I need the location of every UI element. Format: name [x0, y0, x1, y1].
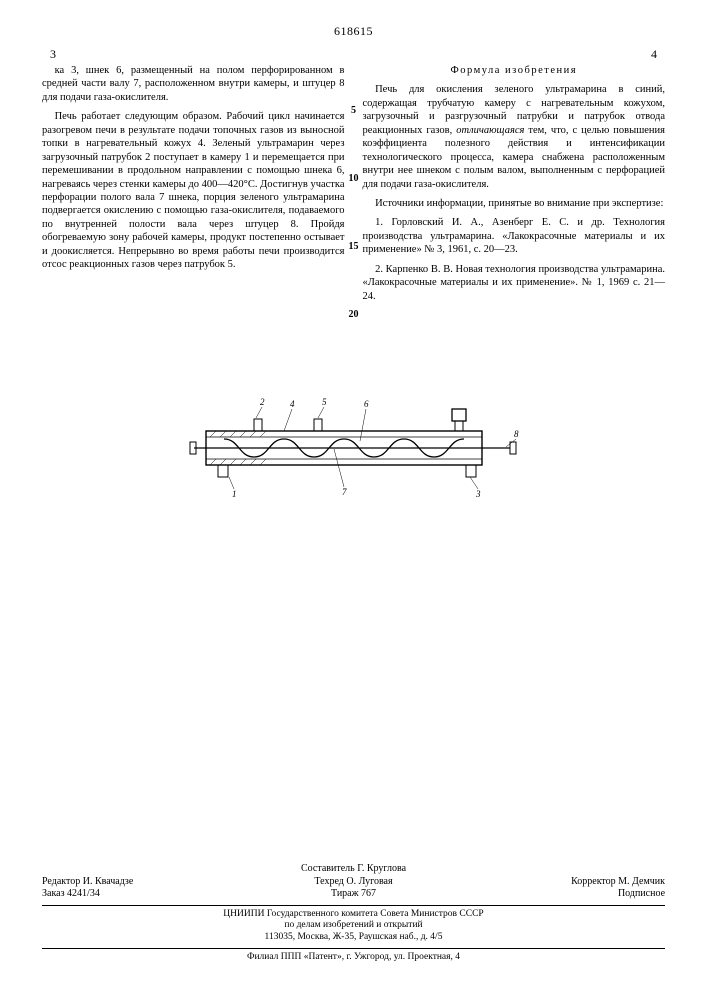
- credits-row: Редактор И. Квачадзе Техред О. Луговая К…: [42, 876, 665, 889]
- emphasis: отличающаяся: [456, 125, 524, 136]
- figure-label: 1: [232, 489, 237, 499]
- sources-heading: Источники информации, принятые во вниман…: [363, 197, 666, 210]
- line-marker: 15: [346, 241, 362, 252]
- patent-figure: 1 2 3 4 5 6 7 8: [184, 389, 524, 499]
- subscription: Подписное: [457, 888, 665, 901]
- reference-item: 2. Карпенко В. В. Новая технология произ…: [363, 263, 666, 303]
- techred: Техред О. Луговая: [250, 876, 458, 889]
- order-number: Заказ 4241/34: [42, 888, 250, 901]
- body-paragraph: Печь работает следующим образом. Рабочий…: [42, 110, 345, 271]
- order-row: Заказ 4241/34 Тираж 767 Подписное: [42, 888, 665, 901]
- address-line: 113035, Москва, Ж-35, Раушская наб., д. …: [42, 932, 665, 944]
- editor: Редактор И. Квачадзе: [42, 876, 250, 889]
- figure-label: 2: [260, 397, 265, 407]
- left-col-number: 3: [50, 47, 56, 62]
- reference-item: 1. Горловский И. А., Азенберг Е. С. и др…: [363, 216, 666, 256]
- imprint-footer: Составитель Г. Круглова Редактор И. Квач…: [42, 863, 665, 964]
- corrector: Корректор М. Демчик: [457, 876, 665, 889]
- address-line: Филиал ППП «Патент», г. Ужгород, ул. Про…: [42, 952, 665, 964]
- formula-title: Формула изобретения: [363, 64, 666, 77]
- publisher-line: ЦНИИПИ Государственного комитета Совета …: [42, 909, 665, 921]
- footer-divider: [42, 948, 665, 949]
- figure-label: 8: [514, 429, 519, 439]
- print-run: Тираж 767: [250, 888, 458, 901]
- figure-label: 6: [364, 399, 369, 409]
- footer-divider: [42, 905, 665, 906]
- compiler-line: Составитель Г. Круглова: [42, 863, 665, 876]
- claim-paragraph: Печь для окисления зеленого ультрамарина…: [363, 83, 666, 191]
- screw-furnace-diagram: 1 2 3 4 5 6 7 8: [184, 389, 524, 499]
- right-col-number: 4: [651, 47, 657, 62]
- figure-label: 5: [322, 397, 327, 407]
- line-marker: 10: [346, 173, 362, 184]
- line-marker: 20: [346, 309, 362, 320]
- body-paragraph: ка 3, шнек 6, размещенный на полом перфо…: [42, 64, 345, 104]
- two-column-layout: 5 10 15 20 ка 3, шнек 6, размещенный на …: [42, 64, 665, 309]
- figure-label: 4: [290, 399, 295, 409]
- left-column: ка 3, шнек 6, размещенный на полом перфо…: [42, 64, 345, 309]
- patent-number: 618615: [42, 24, 665, 39]
- figure-label: 3: [475, 489, 481, 499]
- figure-label: 7: [342, 487, 347, 497]
- publisher-line: по делам изобретений и открытий: [42, 920, 665, 932]
- line-marker: 5: [346, 105, 362, 116]
- column-page-numbers: 3 4: [42, 47, 665, 64]
- page: 618615 3 4 5 10 15 20 ка 3, шнек 6, разм…: [0, 0, 707, 499]
- right-column: Формула изобретения Печь для окисления з…: [363, 64, 666, 309]
